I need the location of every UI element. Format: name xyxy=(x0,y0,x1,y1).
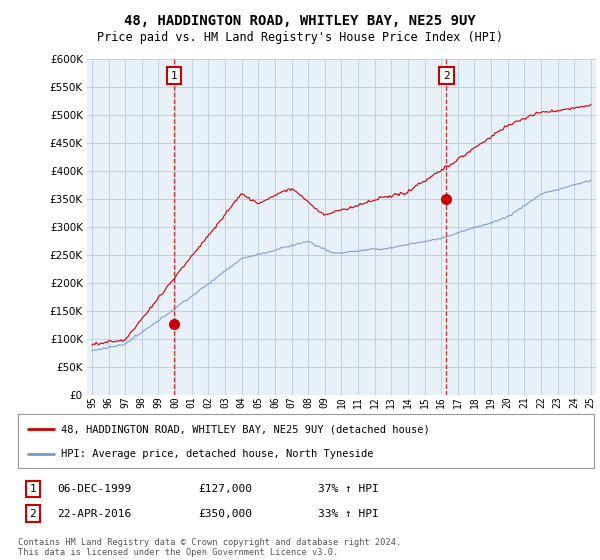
Text: 33% ↑ HPI: 33% ↑ HPI xyxy=(318,508,379,519)
Text: 37% ↑ HPI: 37% ↑ HPI xyxy=(318,484,379,494)
Text: 2: 2 xyxy=(443,71,449,81)
Text: HPI: Average price, detached house, North Tyneside: HPI: Average price, detached house, Nort… xyxy=(61,449,374,459)
Text: 1: 1 xyxy=(170,71,177,81)
Text: Price paid vs. HM Land Registry's House Price Index (HPI): Price paid vs. HM Land Registry's House … xyxy=(97,31,503,44)
Text: £127,000: £127,000 xyxy=(198,484,252,494)
Text: 06-DEC-1999: 06-DEC-1999 xyxy=(57,484,131,494)
Text: 1: 1 xyxy=(29,484,37,494)
Text: 48, HADDINGTON ROAD, WHITLEY BAY, NE25 9UY: 48, HADDINGTON ROAD, WHITLEY BAY, NE25 9… xyxy=(124,14,476,28)
Text: 22-APR-2016: 22-APR-2016 xyxy=(57,508,131,519)
Text: £350,000: £350,000 xyxy=(198,508,252,519)
Text: 48, HADDINGTON ROAD, WHITLEY BAY, NE25 9UY (detached house): 48, HADDINGTON ROAD, WHITLEY BAY, NE25 9… xyxy=(61,424,430,435)
Text: Contains HM Land Registry data © Crown copyright and database right 2024.
This d: Contains HM Land Registry data © Crown c… xyxy=(18,538,401,557)
Text: 2: 2 xyxy=(29,508,37,519)
